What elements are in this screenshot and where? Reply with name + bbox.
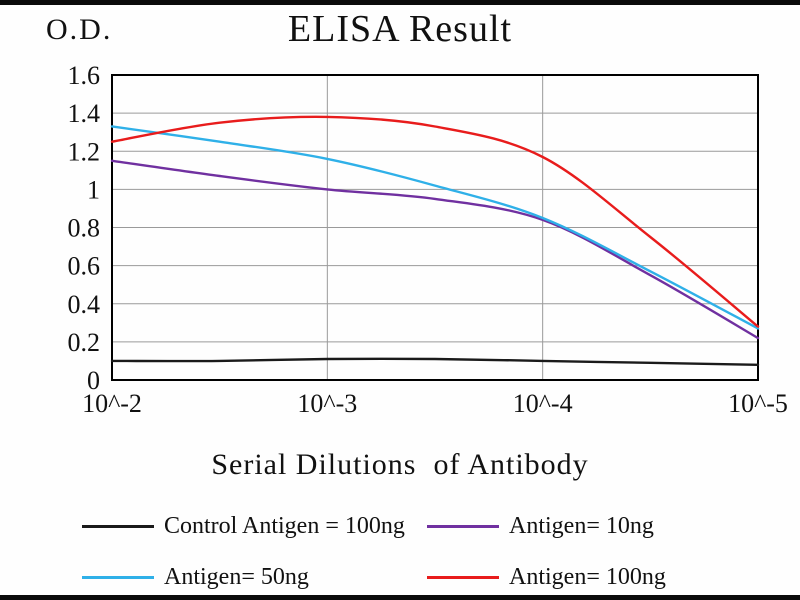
legend-swatch [82, 576, 154, 579]
y-tick-label: 0.2 [68, 328, 101, 357]
x-tick-label: 10^-3 [297, 389, 357, 418]
y-tick-label: 1.4 [68, 99, 101, 128]
y-axis-unit-label: O.D. [46, 13, 113, 46]
plot-border [111, 74, 759, 381]
y-tick-label: 0.6 [68, 252, 101, 281]
legend: Control Antigen = 100ng Antigen= 10ng Anti… [82, 513, 752, 591]
legend-label: Antigen= 50ng [164, 564, 309, 590]
plot-area: 0 0.2 0.4 0.6 0.8 1 1.2 1.4 1.6 10^-2 10^-3 10^-4 10… [68, 61, 788, 418]
x-tick-label: 10^-5 [728, 389, 788, 418]
y-tick-label: 1 [87, 175, 100, 204]
legend-item: Antigen= 50ng [82, 564, 427, 591]
series-line [110, 159, 760, 340]
legend-label: Antigen= 100ng [509, 564, 666, 590]
x-tick-label: 10^-2 [82, 389, 142, 418]
y-tick-label: 0.4 [68, 290, 101, 319]
series-line [110, 357, 760, 366]
y-tick-label: 0 [87, 366, 100, 395]
y-tick-label: 1.6 [68, 61, 101, 90]
legend-item: Antigen= 10ng [427, 513, 742, 540]
y-tick-label: 1.2 [68, 137, 101, 166]
x-axis-title: Serial Dilutions of Antibody [211, 448, 589, 481]
series-line [110, 115, 760, 328]
chart-title: ELISA Result [287, 8, 513, 50]
x-tick-label: 10^-4 [513, 389, 573, 418]
legend-swatch [82, 525, 154, 528]
legend-item: Control Antigen = 100ng [82, 513, 427, 540]
series-line [110, 125, 760, 330]
legend-item: Antigen= 100ng [427, 564, 742, 591]
y-tick-label: 0.8 [68, 214, 101, 243]
legend-label: Antigen= 10ng [509, 513, 654, 539]
legend-swatch [427, 525, 499, 528]
legend-label: Control Antigen = 100ng [164, 513, 405, 539]
legend-swatch [427, 576, 499, 579]
